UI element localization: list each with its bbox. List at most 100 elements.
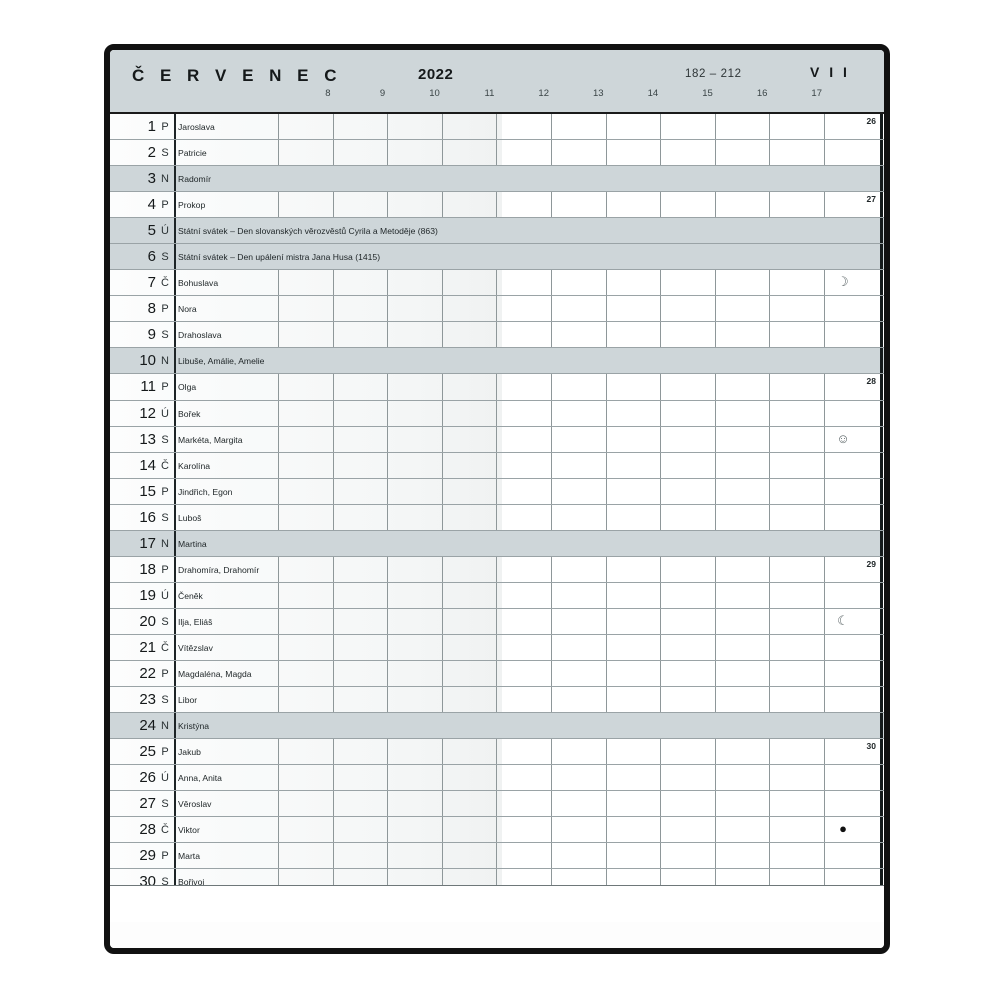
day-number-divider	[880, 713, 883, 739]
day-row[interactable]: 11POlga2811	[110, 374, 884, 401]
row-bg-right	[502, 400, 884, 426]
weekday-letter: Č	[161, 277, 169, 290]
hour-gridline	[441, 452, 443, 478]
day-row[interactable]: 8PNora8	[110, 296, 884, 323]
hour-gridline	[824, 843, 825, 869]
day-row[interactable]: 24NKristýna24	[110, 713, 884, 740]
hour-gridline	[551, 400, 552, 426]
row-bg-right	[502, 765, 884, 791]
hour-gridline	[332, 660, 334, 687]
day-row[interactable]: 19ÚČeněk19	[110, 582, 884, 609]
hour-gridline	[387, 400, 389, 426]
hour-gridline	[769, 140, 771, 166]
hour-gridline	[551, 739, 552, 765]
name-day-text: Nora	[178, 304, 197, 315]
day-number-divider	[880, 791, 883, 817]
hour-gridline	[496, 791, 498, 817]
weekday-letter: S	[161, 329, 169, 342]
name-day-text: Státní svátek – Den slovanských věrozvěs…	[178, 226, 438, 237]
hour-gridline	[278, 634, 279, 660]
name-day-text: Státní svátek – Den upálení mistra Jana …	[178, 252, 381, 263]
day-row[interactable]: 16SLuboš16	[110, 504, 884, 531]
hour-gridline	[551, 192, 552, 218]
hour-tick-row: 8 9 10 11 12 13 14 15 16 17	[110, 88, 884, 106]
day-row[interactable]: 29PMarta29	[110, 843, 884, 870]
day-row[interactable]: 5 Ú Státní svátek – Den slovanských věrozv…	[110, 218, 884, 245]
day-number-right: 11	[884, 378, 890, 394]
name-day-text: Olga	[178, 382, 197, 393]
day-row[interactable]: 3NRadomír3	[110, 166, 884, 193]
day-row[interactable]: 27SVěroslav27	[110, 791, 884, 818]
day-number: 18	[139, 560, 156, 578]
hour-gridline	[769, 322, 771, 348]
hour-gridline	[278, 114, 279, 140]
day-row[interactable]: 1PJaroslava261	[110, 114, 884, 141]
day-number-divider	[880, 687, 883, 713]
day-row[interactable]: 6 S Státní svátek – Den upálení mistra Jan…	[110, 244, 884, 271]
hour-gridline	[387, 296, 389, 322]
day-row[interactable]: 23SLibor23	[110, 687, 884, 714]
hour-gridline	[769, 634, 771, 660]
day-number: 12	[139, 404, 156, 422]
hour-gridline	[824, 817, 825, 843]
day-row[interactable]: 9SDrahoslava9	[110, 322, 884, 349]
day-row[interactable]: 4PProkop274	[110, 192, 884, 219]
hour-gridline	[714, 765, 716, 791]
hour-gridline	[441, 400, 443, 426]
hour-gridline	[660, 869, 662, 895]
name-day-text: Prokop	[178, 200, 206, 211]
planner-header: Č E R V E N E C 2022 182 – 212 V I I 8 9 1…	[110, 50, 884, 114]
day-row[interactable]: 25PJakub3025	[110, 739, 884, 766]
name-day-text: Jaroslava	[178, 122, 215, 132]
hour-gridline	[769, 791, 771, 817]
hour-gridline	[278, 608, 279, 634]
hour-tick-15: 15	[702, 88, 713, 99]
hour-gridline	[824, 192, 825, 218]
day-row[interactable]: 14ČKarolína14	[110, 452, 884, 479]
weekday-letter: P	[161, 485, 169, 498]
hour-gridline	[605, 192, 607, 218]
hour-tick-14: 14	[647, 88, 659, 99]
hour-tick-10: 10	[429, 88, 440, 99]
hour-tick-17: 17	[811, 88, 822, 99]
day-number-right: 6	[884, 248, 890, 264]
hour-gridline	[660, 374, 662, 400]
hour-gridline	[387, 140, 389, 166]
hour-gridline	[714, 582, 716, 608]
day-name-separator	[174, 765, 176, 791]
day-row[interactable]: 2SPatricie2	[110, 140, 884, 167]
hour-gridline	[551, 869, 552, 895]
name-day-text: Karolína	[178, 460, 211, 471]
day-number: 10	[139, 352, 156, 370]
day-name-separator	[174, 140, 176, 166]
moon-phase-icon: ☽	[837, 274, 849, 290]
row-bg-right	[502, 270, 884, 296]
row-bg-right	[502, 296, 884, 322]
day-number: 19	[139, 586, 156, 604]
hour-gridline	[605, 869, 607, 895]
weekday-letter: S	[161, 251, 169, 264]
day-row[interactable]: 12ÚBořek12	[110, 400, 884, 427]
name-day-text: Bohuslava	[178, 278, 219, 289]
weekday-letter: P	[161, 563, 169, 576]
weekday-letter: S	[161, 147, 169, 160]
hour-gridline	[551, 504, 552, 530]
day-row[interactable]: 21ČVítězslav21	[110, 634, 884, 661]
month-title: Č E R V E N E C	[132, 66, 343, 85]
day-name-separator	[174, 374, 176, 400]
day-of-year-range: 182 – 212	[685, 68, 742, 80]
day-row[interactable]: 17NMartina17	[110, 530, 884, 557]
hour-gridline	[714, 817, 716, 843]
hour-gridline	[605, 791, 607, 817]
hour-gridline	[332, 192, 334, 218]
hour-gridline	[441, 791, 443, 817]
